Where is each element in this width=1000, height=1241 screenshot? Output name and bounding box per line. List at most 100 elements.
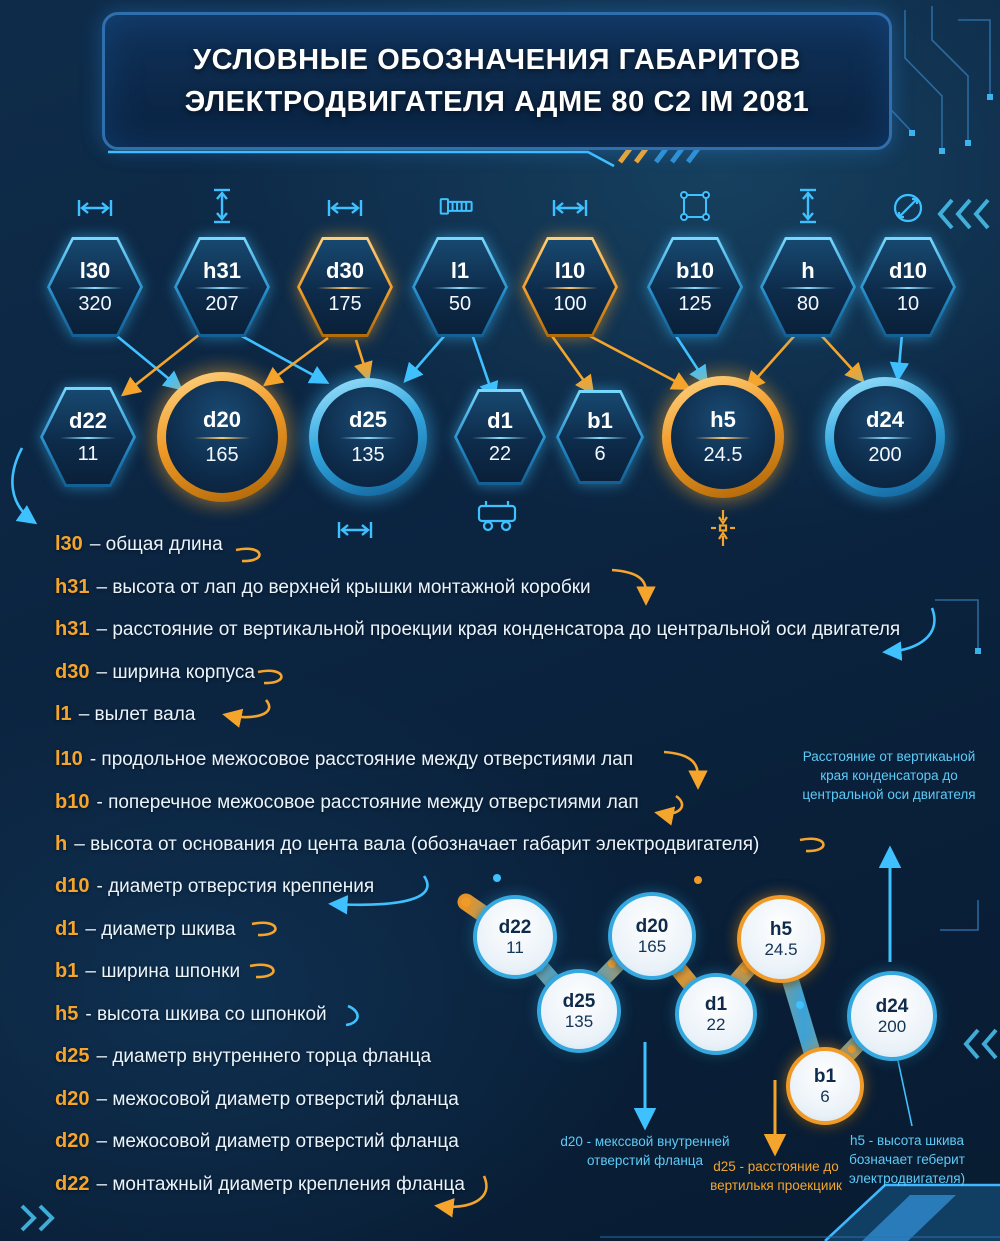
cluster-node-b1: b1 6: [786, 1047, 864, 1125]
cluster-node-d20: d20 165: [608, 892, 696, 980]
divider: [317, 287, 373, 289]
cluster-node-d1: d1 22: [675, 973, 757, 1055]
node-value: 165: [637, 936, 667, 956]
legend-text: – общая длина: [89, 534, 223, 555]
divider: [542, 287, 598, 289]
badge-label: l1: [450, 258, 470, 283]
legend-text: - поперечное межосовое расстояние между …: [96, 792, 639, 813]
legend-item: d22 – монтажный диаметр крепления фланца: [55, 1173, 465, 1196]
title-line-2: ЭЛЕКТРОДВИГАТЕЛЯ АДМЕ 80 С2 IM 2081: [184, 85, 810, 118]
badge-d24: d24 200: [825, 377, 945, 497]
legend-item: l1 – вылет вала: [55, 703, 195, 726]
node-label: d1: [704, 993, 728, 1015]
legend-item: d20 – межосовой диаметр отверстий фланца: [55, 1088, 459, 1111]
legend-item: d1 – диаметр шкива: [55, 918, 236, 941]
badge-h31: h31 207: [174, 237, 270, 337]
badge-value: 6: [594, 443, 606, 465]
width-measure-icon: [550, 188, 590, 228]
badge-value: 200: [868, 444, 902, 466]
badge-l30: l30 320: [47, 237, 143, 337]
legend-item: d25 – диаметр внутреннего торца фланца: [55, 1045, 431, 1068]
legend-item: h31 – высота от лап до верхней крышки мон…: [55, 576, 591, 599]
divider: [880, 287, 936, 289]
node-label: d20: [635, 915, 669, 937]
badge-value: 24.5: [703, 444, 743, 466]
legend-item: h31 – расстояние от вертикальной проекции…: [55, 618, 900, 641]
badge-label: b10: [676, 258, 714, 283]
badge-label: d10: [889, 258, 927, 283]
legend-item: l30 – общая длина: [55, 533, 223, 556]
badge-label: d1: [487, 408, 513, 433]
node-value: 11: [506, 937, 524, 957]
legend-key: b1: [55, 960, 79, 982]
legend-item: d30 – ширина корпуса: [55, 661, 255, 684]
legend-text: - диаметр отверстия креппения: [96, 876, 375, 897]
legend-key: h: [55, 833, 68, 855]
legend-text: – диаметр внутреннего торца фланца: [96, 1046, 432, 1067]
legend-key: h31: [55, 576, 90, 598]
legend-text: – вылет вала: [78, 704, 196, 725]
divider: [695, 437, 751, 439]
circuit-dots: [909, 94, 993, 654]
badge-b10: b10 125: [647, 237, 743, 337]
badge-label: d25: [349, 407, 387, 432]
legend-key: b10: [55, 791, 90, 813]
cluster-node-h5: h5 24.5: [737, 895, 825, 983]
badge-label: l30: [79, 258, 111, 283]
node-value: 200: [877, 1016, 907, 1036]
legend-text: – межосовой диаметр отверстий фланца: [96, 1131, 459, 1152]
badge-label: d24: [866, 407, 904, 432]
node-label: d24: [875, 995, 909, 1017]
badge-h5: h5 24.5: [662, 376, 784, 498]
badge-b1: b1 6: [556, 390, 644, 484]
legend-key: d20: [55, 1130, 90, 1152]
motor-cart-icon: [473, 498, 521, 536]
badge-value: 207: [205, 293, 239, 315]
badge-value: 320: [78, 293, 112, 315]
node-value: 6: [820, 1086, 830, 1106]
badge-l10: l10 100: [522, 237, 618, 337]
legend-key: d20: [55, 1088, 90, 1110]
badge-value: 11: [77, 443, 99, 465]
legend-key: d25: [55, 1045, 90, 1067]
width-measure-icon: [325, 188, 365, 228]
node-value: 135: [564, 1011, 594, 1031]
badge-value: 175: [328, 293, 362, 315]
divider: [67, 287, 123, 289]
legend-text: – межосовой диаметр отверстий фланца: [96, 1089, 459, 1110]
node-value: 22: [706, 1014, 726, 1034]
node-label: d25: [562, 990, 596, 1012]
divider: [194, 287, 250, 289]
node-label: b1: [813, 1065, 837, 1087]
badge-label: d20: [203, 407, 241, 432]
badge-label: h5: [710, 407, 736, 432]
legend-item: b1 – ширина шпонки: [55, 960, 240, 983]
divider: [432, 287, 488, 289]
annotation-h5: h5 - высота шкива бозначает геберит элек…: [848, 1133, 966, 1186]
node-value: 24.5: [764, 939, 798, 959]
title-banner: УСЛОВНЫЕ ОБОЗНАЧЕНИЯ ГАБАРИТОВ ЭЛЕКТРОДВ…: [102, 12, 892, 150]
divider: [780, 287, 836, 289]
badge-d25: d25 135: [309, 378, 427, 496]
legend-text: – ширина шпонки: [85, 961, 241, 982]
badge-label: d30: [326, 258, 364, 283]
badge-d1: d1 22: [454, 389, 546, 485]
converge-center-icon: [703, 508, 743, 548]
badge-label: b1: [587, 408, 613, 433]
title-line-1: УСЛОВНЫЕ ОБОЗНАЧЕНИЯ ГАБАРИТОВ: [193, 43, 801, 76]
badge-h: h 80: [760, 237, 856, 337]
annotation-d25: d25 - расстояние до вертилькя проекциик: [710, 1159, 842, 1193]
cluster-node-d25: d25 135: [537, 969, 621, 1053]
legend-text: – монтажный диаметр крепления фланца: [96, 1174, 465, 1195]
legend-key: h5: [55, 1003, 79, 1025]
badge-d30: d30 175: [297, 237, 393, 337]
badge-label: h31: [203, 258, 241, 283]
divider: [60, 437, 116, 439]
legend-item: h – высота от основания до цента вала (об…: [55, 833, 759, 856]
badge-value: 100: [553, 293, 587, 315]
divider: [572, 437, 628, 439]
legend-key: l30: [55, 533, 83, 555]
width-measure-icon: [335, 510, 375, 550]
badge-l1: l1 50: [412, 237, 508, 337]
